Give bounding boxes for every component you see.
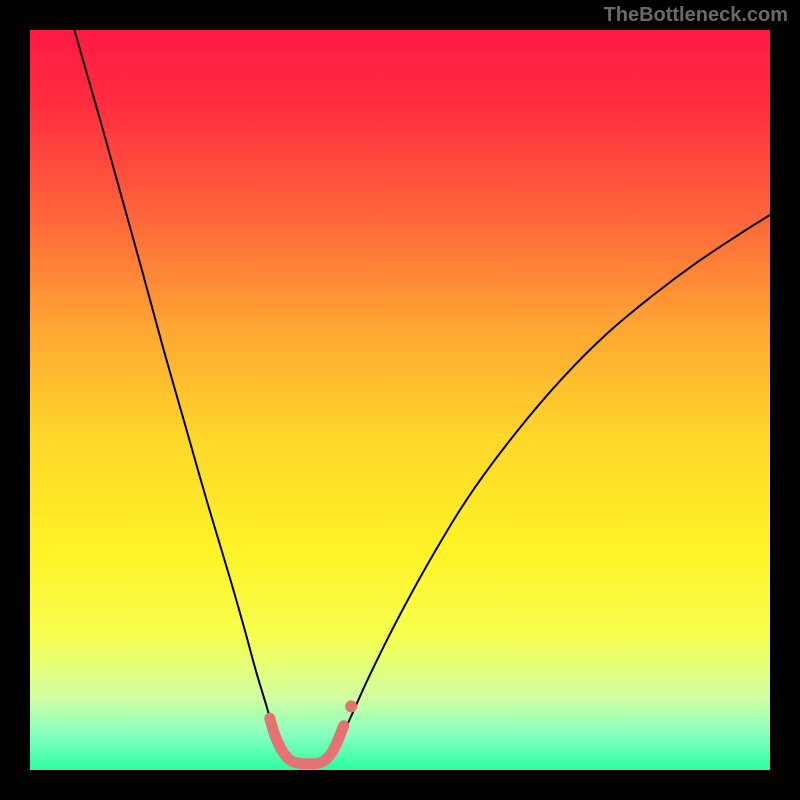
- gradient-background: [30, 30, 770, 770]
- optimal-range-end-marker: [345, 700, 357, 712]
- chart-frame: TheBottleneck.com: [0, 0, 800, 800]
- chart-svg: [30, 30, 770, 770]
- plot-area: [30, 30, 770, 770]
- watermark-text: TheBottleneck.com: [604, 4, 788, 27]
